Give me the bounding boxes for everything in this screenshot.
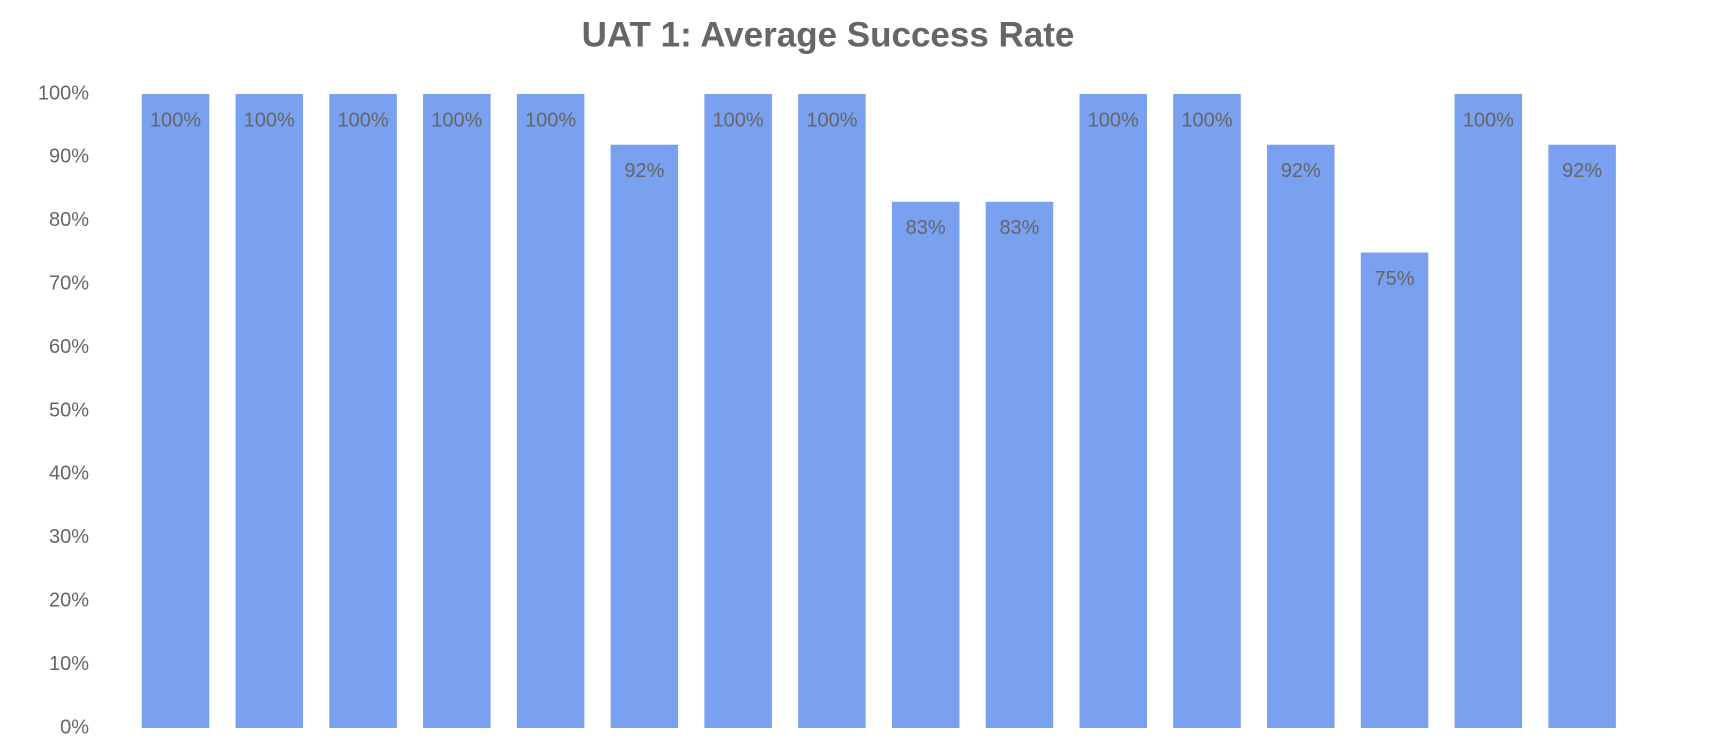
bar xyxy=(1079,94,1147,728)
bar xyxy=(610,144,679,729)
data-label: 92% xyxy=(1281,160,1321,182)
y-tick-label: 0% xyxy=(60,716,89,738)
y-tick-label: 90% xyxy=(49,146,89,168)
data-label: 100% xyxy=(431,109,482,131)
bar xyxy=(891,201,960,728)
y-tick-label: 80% xyxy=(49,209,89,231)
bar xyxy=(1454,94,1523,728)
y-tick-label: 20% xyxy=(49,589,89,611)
data-label: 100% xyxy=(806,109,857,131)
data-label: 100% xyxy=(337,109,388,131)
data-label: 100% xyxy=(713,109,764,131)
bar xyxy=(329,94,397,728)
data-label: 92% xyxy=(624,160,664,182)
data-label: 100% xyxy=(525,109,576,131)
y-tick-label: 40% xyxy=(49,463,89,485)
bar xyxy=(1360,252,1429,728)
y-tick-label: 100% xyxy=(38,82,89,104)
bar xyxy=(1267,144,1335,729)
data-label: 83% xyxy=(906,217,946,239)
bar xyxy=(798,94,866,728)
data-label: 83% xyxy=(999,217,1039,239)
bar xyxy=(235,94,304,728)
y-tick-label: 10% xyxy=(49,653,89,675)
data-label: 75% xyxy=(1375,268,1415,290)
y-tick-label: 50% xyxy=(49,399,89,421)
data-label: 100% xyxy=(1181,109,1232,131)
bar xyxy=(985,201,1054,728)
data-label: 100% xyxy=(1463,109,1514,131)
bar xyxy=(1548,144,1616,729)
chart-title: UAT 1: Average Success Rate xyxy=(582,15,1075,54)
bar xyxy=(1173,94,1241,728)
y-tick-label: 30% xyxy=(49,526,89,548)
y-tick-label: 60% xyxy=(49,336,89,358)
data-label: 100% xyxy=(244,109,295,131)
bar xyxy=(423,94,491,728)
y-tick-label: 70% xyxy=(49,272,89,294)
bar xyxy=(516,94,585,728)
bar xyxy=(141,94,210,728)
data-label: 92% xyxy=(1562,160,1602,182)
bar xyxy=(704,94,772,728)
data-label: 100% xyxy=(150,109,201,131)
data-label: 100% xyxy=(1088,109,1139,131)
